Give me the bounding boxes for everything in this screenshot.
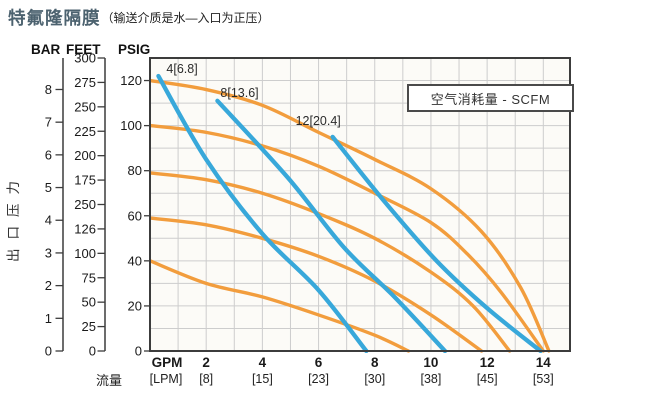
x-unit-lpm: [LPM] (150, 372, 183, 386)
psig-tick-label: 100 (120, 118, 142, 133)
psig-tick-label: 60 (128, 208, 142, 223)
curve-performance-40psig (149, 259, 411, 353)
feet-tick-label: 275 (74, 75, 96, 90)
x-tick-lpm: [8] (199, 372, 213, 386)
page-title: 特氟隆隔膜 （输送介质是水—入口为正压） (8, 5, 270, 30)
curve-air-consumption-8 (215, 98, 448, 353)
curves-layer (149, 73, 551, 353)
curve-label-air-consumption-8: 8[13.6] (220, 86, 258, 100)
feet-tick-label: 126 (74, 221, 96, 236)
x-tick-lpm: [38] (421, 372, 442, 386)
x-tick-gpm: 10 (423, 355, 438, 370)
curve-performance-120psig (149, 78, 551, 353)
bar-tick-label: 0 (45, 344, 52, 359)
plot-frame (149, 57, 571, 352)
psig-tick-label: 40 (128, 253, 142, 268)
curve-air-consumption-12 (330, 134, 543, 353)
bar-tick-label: 3 (45, 245, 52, 260)
feet-tick-label: 200 (74, 148, 96, 163)
x-tick-lpm: [15] (252, 372, 273, 386)
curve-label-air-consumption-4: 4[6.8] (166, 62, 197, 76)
bar-tick-label: 1 (45, 311, 52, 326)
bar-tick-label: 6 (45, 147, 52, 162)
curve-performance-80psig (149, 171, 512, 353)
chart-title: 特氟隆隔膜 (8, 8, 101, 28)
feet-tick-label: 300 (74, 51, 96, 66)
feet-tick-label: 250 (74, 99, 96, 114)
bar-tick-label: 5 (45, 180, 52, 195)
curve-air-consumption-4 (156, 73, 369, 353)
feet-tick-label: 25 (82, 319, 96, 334)
bar-tick-label: 7 (45, 115, 52, 130)
x-tick-gpm: 6 (315, 355, 323, 370)
psig-tick-label: 20 (128, 298, 142, 313)
feet-tick-label: 175 (74, 173, 96, 188)
feet-tick-label: 100 (74, 246, 96, 261)
legend-label: 空气消耗量 - SCFM (430, 91, 551, 107)
feet-tick-label: 75 (82, 270, 96, 285)
x-axis-flow-label: 流量 (96, 373, 123, 388)
feet-tick-label: 0 (89, 344, 96, 359)
x-tick-lpm: [53] (533, 372, 554, 386)
legend-box: 空气消耗量 - SCFM (407, 84, 574, 112)
x-unit-gpm: GPM (152, 355, 183, 370)
bar-tick-label: 4 (45, 213, 52, 228)
x-tick-gpm: 4 (259, 355, 267, 370)
curve-performance-60psig (149, 216, 484, 353)
x-tick-lpm: [23] (308, 372, 329, 386)
y-unit-header-feet: FEET (66, 42, 101, 57)
psig-tick-label: 120 (120, 73, 142, 88)
psig-tick-label: 80 (128, 163, 142, 178)
feet-tick-label: 250 (74, 197, 96, 212)
bar-tick-label: 8 (45, 82, 52, 97)
x-tick-gpm: 14 (536, 355, 552, 370)
feet-tick-label: 225 (74, 124, 96, 139)
curve-performance-100psig (149, 123, 546, 353)
x-tick-gpm: 8 (371, 355, 379, 370)
chart-title-note: （输送介质是水—入口为正压） (101, 11, 270, 25)
y-unit-header-bar: BAR (31, 42, 61, 57)
feet-tick-label: 50 (82, 295, 96, 310)
y-axis-title: 出口压力 (6, 172, 21, 262)
x-tick-gpm: 2 (202, 355, 210, 370)
x-tick-lpm: [45] (477, 372, 498, 386)
x-tick-lpm: [30] (364, 372, 385, 386)
psig-tick-label: 0 (135, 344, 142, 359)
x-tick-gpm: 12 (480, 355, 495, 370)
curve-label-air-consumption-12: 12[20.4] (296, 114, 341, 128)
y-unit-header-psig: PSIG (118, 42, 151, 57)
bar-tick-label: 2 (45, 278, 52, 293)
